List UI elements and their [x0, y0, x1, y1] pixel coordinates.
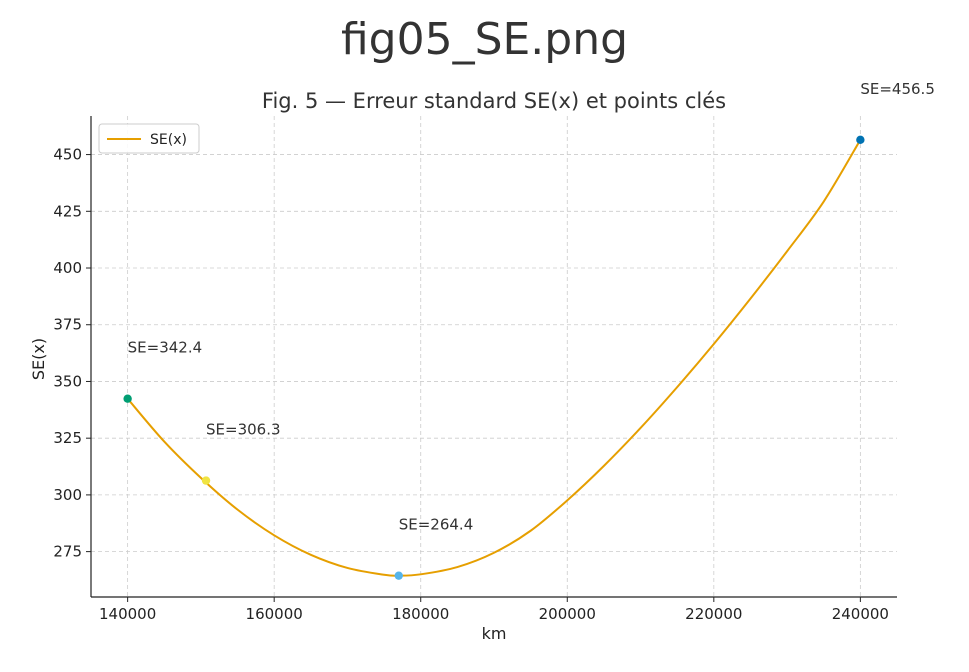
points-layer: SE=342.4 SE=306.3 SE=264.4 SE=456.5	[123, 80, 935, 580]
key-point-label: SE=456.5	[860, 80, 935, 98]
y-tick-label: 275	[53, 543, 82, 561]
chart-title: Fig. 5 — Erreur standard SE(x) et points…	[262, 89, 726, 113]
x-tick-label: 140000	[99, 605, 156, 623]
series-line-se	[126, 139, 862, 577]
key-point	[394, 571, 403, 580]
x-axis-label: km	[482, 624, 507, 643]
y-tick-label: 450	[53, 146, 82, 164]
x-tick-label: 220000	[685, 605, 742, 623]
y-tick-label: 350	[53, 372, 82, 390]
x-tick-label: 180000	[392, 605, 449, 623]
x-tick-label: 240000	[832, 605, 889, 623]
legend-box	[98, 123, 200, 154]
y-tick-label: 300	[53, 486, 82, 504]
key-point	[123, 394, 132, 403]
key-point	[856, 135, 865, 145]
y-tick-label: 375	[53, 316, 82, 334]
page-title: fig05_SE.png	[340, 14, 629, 65]
key-point-label: SE=342.4	[128, 339, 203, 357]
y-tick-label: 325	[53, 429, 82, 447]
ticks: 140000 160000 180000 200000 220000 240000 275 3…	[53, 146, 889, 623]
axes	[90, 116, 897, 598]
legend-entry: SE(x)	[150, 132, 187, 148]
key-point-label: SE=264.4	[399, 516, 474, 534]
legend: SE(x)	[98, 123, 200, 154]
x-tick-label: 160000	[246, 605, 303, 623]
grid	[91, 116, 897, 597]
x-tick-label: 200000	[539, 605, 596, 623]
y-tick-label: 425	[53, 202, 82, 220]
y-tick-label: 400	[53, 259, 82, 277]
key-point-label: SE=306.3	[206, 421, 281, 439]
key-point	[201, 476, 211, 485]
y-axis-label: SE(x)	[29, 338, 48, 380]
series-layer	[126, 139, 862, 577]
